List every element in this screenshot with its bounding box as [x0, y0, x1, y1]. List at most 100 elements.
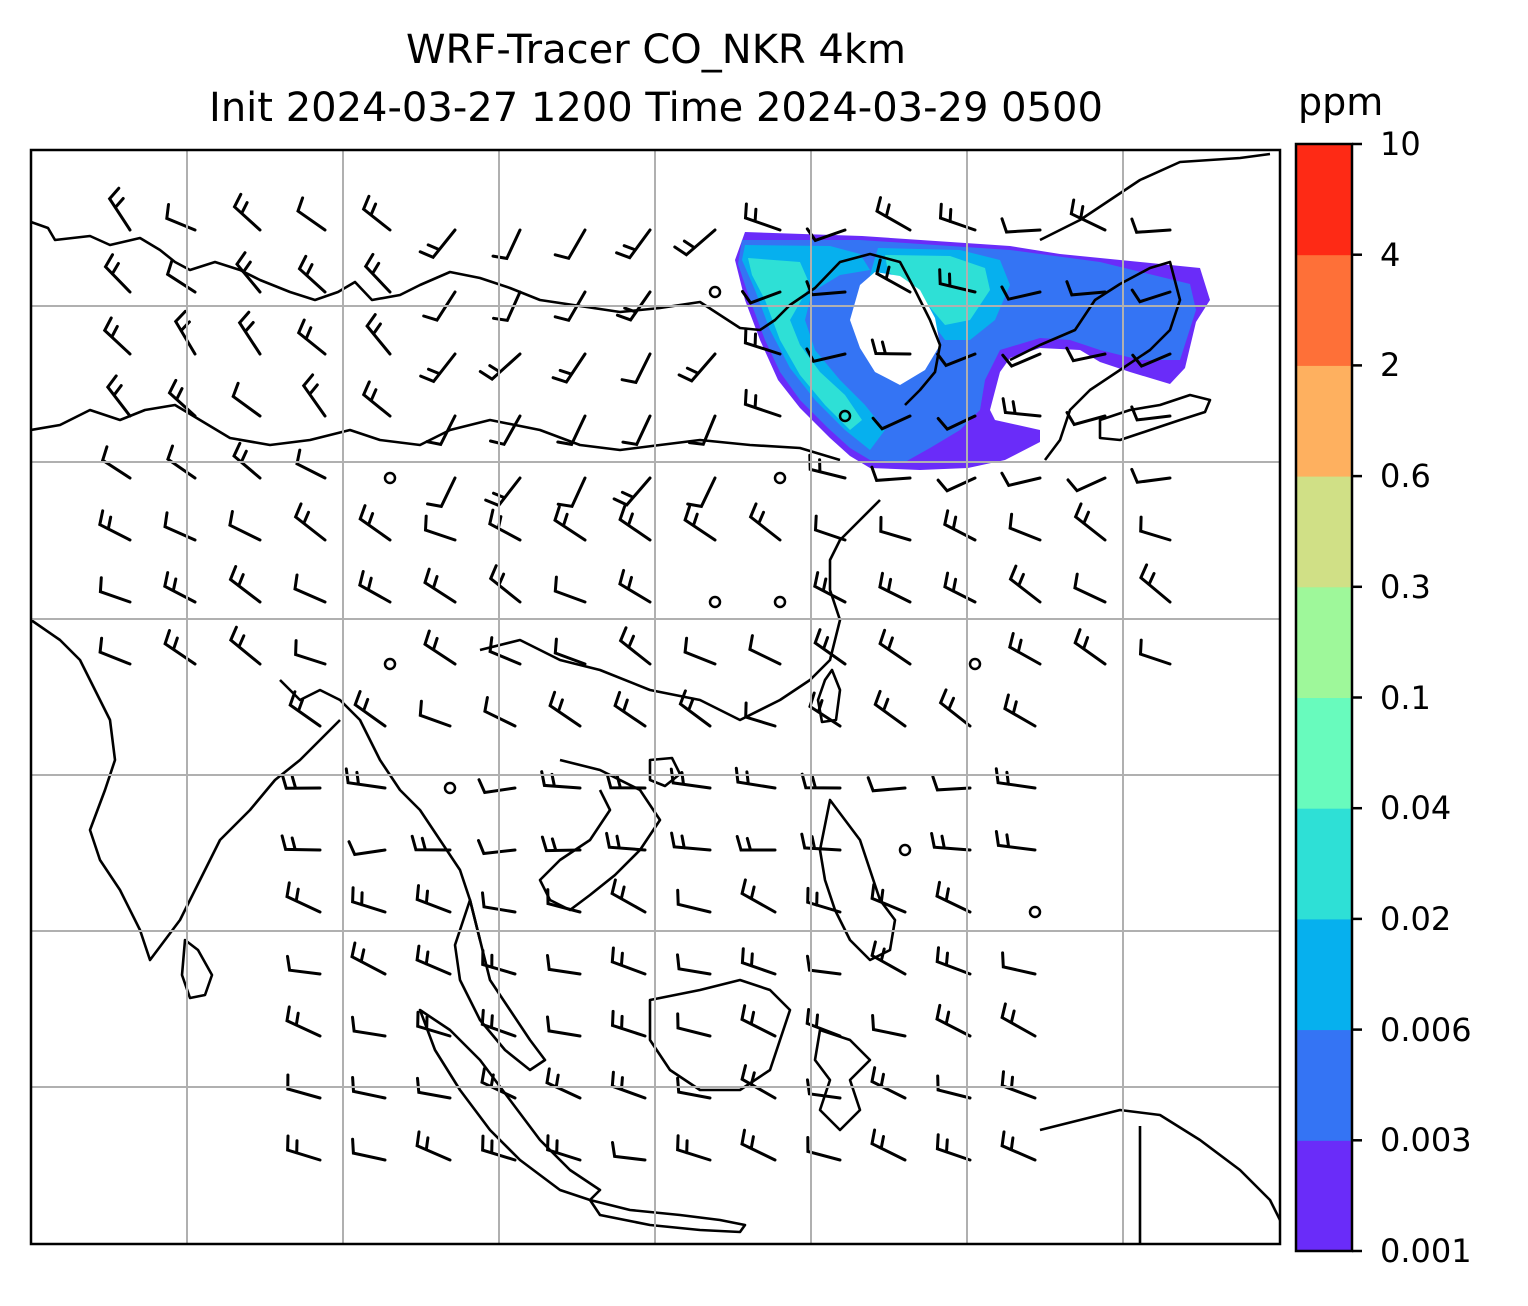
wind-barb	[683, 636, 717, 666]
wind-barb	[1138, 638, 1172, 666]
wind-barb	[870, 465, 912, 482]
wind-barb	[480, 1008, 517, 1038]
sri-lanka	[180, 938, 214, 1000]
wind-barb	[423, 514, 457, 542]
wind-barb	[938, 268, 977, 294]
wind-barb	[540, 770, 582, 790]
wind-barb	[613, 690, 647, 728]
wind-barb	[935, 1003, 972, 1038]
wind-barb	[546, 954, 582, 976]
wind-barb	[351, 886, 387, 914]
wind-barb	[163, 571, 197, 604]
wind-barb	[365, 313, 392, 356]
tracer-plume	[735, 232, 1210, 470]
wind-barb	[1131, 352, 1172, 368]
calm-wind-circle	[773, 471, 787, 485]
wind-barb	[351, 1076, 387, 1100]
graticule	[31, 150, 1280, 1244]
wind-barb	[286, 1134, 322, 1162]
bangladesh-myanmar-coast	[279, 679, 482, 941]
colorbar-swatch	[1296, 365, 1352, 477]
wind-barb	[297, 254, 327, 294]
wind-barb	[483, 696, 517, 728]
wind-barb	[806, 954, 842, 976]
wind-barb	[353, 690, 387, 728]
wind-barb	[1130, 467, 1172, 484]
wind-barb	[734, 766, 777, 790]
wind-barb	[1008, 564, 1042, 604]
wind-barb	[285, 881, 322, 914]
colorbar-swatch	[1296, 1140, 1352, 1252]
wind-barb	[540, 835, 582, 853]
wind-barb	[286, 1073, 322, 1100]
wind-barb	[618, 626, 652, 666]
taiwan	[816, 668, 842, 724]
wind-barb	[422, 290, 457, 322]
wind-barb	[481, 949, 517, 976]
wind-barb	[618, 504, 652, 542]
wind-barb	[875, 258, 912, 294]
calm-wind-circle	[968, 657, 982, 671]
wind-barb	[228, 510, 262, 542]
wind-barb	[870, 1066, 907, 1100]
wind-barb	[553, 290, 587, 323]
wind-barb	[293, 502, 327, 542]
wind-barb	[615, 228, 652, 260]
wind-barb	[676, 1076, 712, 1100]
wind-barb	[344, 767, 387, 790]
colorbar	[1296, 142, 1362, 1253]
wind-barb	[296, 196, 327, 232]
wind-barb	[806, 1078, 842, 1100]
wind-barb	[686, 476, 717, 509]
wind-barb	[418, 228, 457, 260]
wind-barb	[936, 1074, 972, 1100]
colorbar-tick-label: 0.3	[1380, 567, 1431, 606]
wind-barb	[806, 1136, 842, 1162]
wind-barb	[423, 567, 457, 604]
wind-barb	[235, 251, 262, 294]
wind-barb	[419, 352, 457, 384]
wind-barb	[873, 689, 907, 728]
wind-barb	[231, 381, 262, 418]
colorbar-swatch	[1296, 586, 1352, 698]
indochina-coast	[538, 758, 662, 912]
colorbar-swatch	[1296, 808, 1352, 920]
calm-wind-circle	[708, 595, 722, 609]
wind-barb	[163, 511, 197, 542]
calm-wind-circle	[898, 843, 912, 857]
india-coast	[31, 618, 341, 962]
wind-barb	[743, 388, 782, 418]
wind-barb	[605, 772, 647, 790]
new-guinea	[1039, 1108, 1280, 1221]
wind-barb	[488, 508, 522, 542]
wind-barb	[744, 701, 777, 728]
wind-barb	[994, 767, 1037, 790]
colorbar-swatch	[1296, 476, 1352, 588]
wind-barb	[165, 203, 197, 232]
japan-islands	[1098, 393, 1212, 442]
wind-barb	[740, 947, 777, 976]
wind-barb	[556, 414, 587, 447]
java	[588, 1198, 747, 1234]
wind-barb	[813, 628, 847, 666]
colorbar-tick-label: 2	[1380, 346, 1401, 385]
south-china-coast	[479, 499, 881, 722]
colorbar-tick-label: 0.003	[1380, 1121, 1472, 1160]
wind-barb	[677, 352, 717, 383]
wind-barb	[1130, 217, 1172, 234]
wind-barb	[605, 831, 647, 852]
wind-barb	[935, 946, 972, 976]
wind-barb	[489, 414, 522, 447]
calm-wind-circle	[773, 595, 787, 609]
wind-barb	[415, 1130, 452, 1162]
wind-barb	[166, 444, 197, 480]
wind-barb	[1065, 280, 1107, 297]
wind-barb	[228, 625, 262, 666]
wind-barb	[347, 840, 387, 857]
calm-wind-circle	[838, 409, 852, 423]
wind-barb	[748, 634, 782, 666]
wind-barb	[748, 502, 782, 542]
wind-barb	[1008, 512, 1042, 542]
philippines	[818, 798, 897, 962]
